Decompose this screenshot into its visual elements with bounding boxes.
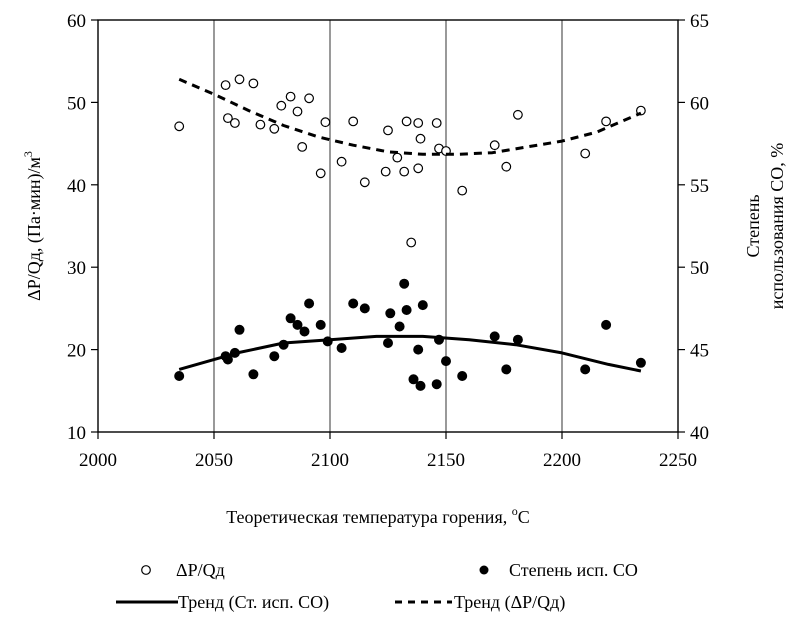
dp-qd-point bbox=[305, 94, 314, 103]
dp-qd-point bbox=[581, 149, 590, 158]
co-usage-point bbox=[402, 305, 411, 314]
x-tick-label: 2050 bbox=[195, 450, 233, 471]
legend: ΔP/Qд Степень исп. СО Тренд (Ст. исп. СО… bbox=[116, 560, 638, 613]
co-usage-point bbox=[490, 332, 499, 341]
dp-qd-point bbox=[337, 157, 346, 166]
co-usage-point bbox=[337, 343, 346, 352]
co-usage-point bbox=[305, 299, 314, 308]
legend-solid-line-label: Тренд (Ст. исп. СО) bbox=[178, 592, 329, 613]
co-usage-point bbox=[414, 345, 423, 354]
y-left-tick-label: 50 bbox=[67, 93, 86, 114]
dp-qd-point bbox=[361, 178, 370, 187]
co-usage-point bbox=[360, 304, 369, 313]
dp-qd-point bbox=[393, 153, 402, 162]
dp-qd-point bbox=[175, 122, 184, 131]
y-left-tick-label: 60 bbox=[67, 11, 86, 32]
y-right-tick-label: 45 bbox=[690, 341, 709, 362]
x-tick-label: 2000 bbox=[79, 450, 117, 471]
y-right-tick-label: 55 bbox=[690, 176, 709, 197]
co-usage-point bbox=[513, 335, 522, 344]
co-usage-point bbox=[441, 357, 450, 366]
dp-qd-point bbox=[400, 167, 409, 176]
co-usage-point bbox=[602, 320, 611, 329]
data-layer bbox=[175, 75, 646, 391]
x-tick-label: 2200 bbox=[543, 450, 581, 471]
legend-open-circle-marker bbox=[142, 566, 151, 575]
co-usage-point bbox=[636, 358, 645, 367]
y-right-tick-label: 60 bbox=[690, 93, 709, 114]
co-usage-point bbox=[409, 375, 418, 384]
x-axis-title: Теоретическая температура горения, oС bbox=[226, 504, 530, 527]
x-tick-label: 2100 bbox=[311, 450, 349, 471]
dp-qd-point bbox=[458, 186, 467, 195]
dp-qd-point bbox=[277, 101, 286, 110]
dp-qd-point bbox=[402, 117, 411, 126]
dp-qd-point bbox=[235, 75, 244, 84]
legend-dashed-line-label: Тренд (ΔP/Qд) bbox=[454, 592, 565, 613]
dp-qd-point bbox=[414, 119, 423, 128]
co-usage-point bbox=[395, 322, 404, 331]
dp-qd-point bbox=[249, 79, 258, 88]
dp-qd-point bbox=[381, 167, 390, 176]
co-usage-point bbox=[386, 309, 395, 318]
co-usage-point bbox=[300, 327, 309, 336]
y-left-tick-label: 10 bbox=[67, 423, 86, 444]
trend-line-co bbox=[179, 336, 641, 371]
co-usage-point bbox=[418, 301, 427, 310]
dp-qd-point bbox=[514, 111, 523, 120]
y-axis-right-title-line1: Степень bbox=[743, 194, 763, 257]
y-right-tick-label: 65 bbox=[690, 11, 709, 32]
co-usage-point bbox=[349, 299, 358, 308]
dp-qd-point bbox=[414, 164, 423, 173]
co-usage-point bbox=[270, 352, 279, 361]
dp-qd-point bbox=[298, 143, 307, 152]
co-usage-point bbox=[581, 365, 590, 374]
dp-qd-point bbox=[293, 107, 302, 116]
y-right-tick-label: 40 bbox=[690, 423, 709, 444]
axis-ticks: 2000 2050 2100 2150 2200 2250 10 20 30 40 50 60 40 45… bbox=[67, 11, 709, 471]
dp-qd-point bbox=[316, 169, 325, 178]
x-tick-label: 2250 bbox=[659, 450, 697, 471]
trend-line-dp-qd bbox=[179, 79, 641, 154]
dp-qd-point bbox=[256, 120, 265, 129]
dp-qd-point bbox=[349, 117, 358, 126]
co-usage-point bbox=[249, 370, 258, 379]
co-usage-point bbox=[235, 325, 244, 334]
y-axis-left-title: ΔP/Qд, (Па·мин)/м3 bbox=[21, 151, 45, 301]
x-tick-label: 2150 bbox=[427, 450, 465, 471]
dp-qd-point bbox=[231, 119, 240, 128]
co-usage-point bbox=[416, 381, 425, 390]
dp-qd-point bbox=[384, 126, 393, 135]
co-usage-point bbox=[293, 320, 302, 329]
dp-qd-point bbox=[602, 117, 611, 126]
y-axis-right-title-line2: использования СО, % bbox=[767, 143, 787, 310]
dp-qd-point bbox=[432, 119, 441, 128]
co-usage-point bbox=[175, 371, 184, 380]
dp-qd-point bbox=[502, 162, 511, 171]
dp-qd-point bbox=[416, 134, 425, 143]
legend-filled-circle-marker bbox=[480, 566, 489, 575]
y-left-tick-label: 20 bbox=[67, 341, 86, 362]
y-left-tick-label: 30 bbox=[67, 258, 86, 279]
dp-qd-point bbox=[286, 92, 295, 101]
co-usage-point bbox=[316, 320, 325, 329]
y-right-tick-label: 50 bbox=[690, 258, 709, 279]
legend-open-circle-label: ΔP/Qд bbox=[176, 560, 225, 580]
dp-qd-point bbox=[221, 81, 230, 90]
co-usage-point bbox=[400, 279, 409, 288]
dp-qd-point bbox=[490, 141, 499, 150]
co-usage-point bbox=[432, 380, 441, 389]
dp-qd-point bbox=[270, 125, 279, 134]
co-usage-point bbox=[502, 365, 511, 374]
legend-filled-circle-label: Степень исп. СО bbox=[509, 560, 638, 580]
dp-qd-point bbox=[407, 238, 416, 247]
dp-qd-point bbox=[321, 118, 330, 127]
y-left-tick-label: 40 bbox=[67, 176, 86, 197]
co-usage-point bbox=[383, 338, 392, 347]
co-usage-point bbox=[458, 371, 467, 380]
